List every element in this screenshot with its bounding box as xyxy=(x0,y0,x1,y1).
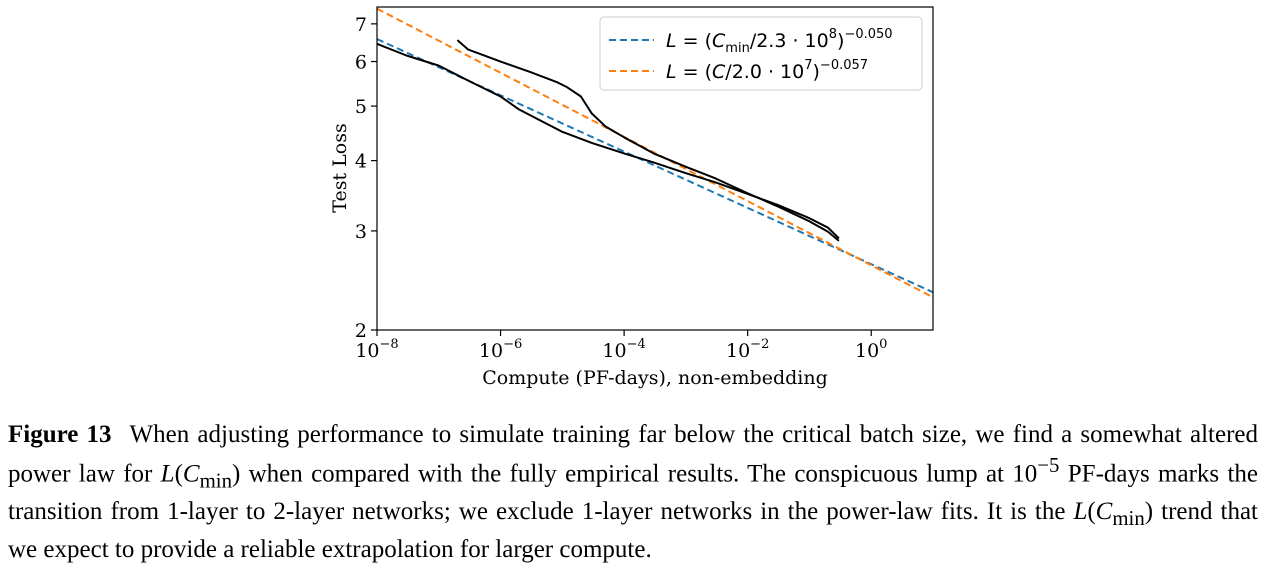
x-tick-label-2: 10−4 xyxy=(602,337,645,362)
figure-caption: Figure 13 When adjusting performance to s… xyxy=(8,419,1258,565)
empirical-curves xyxy=(377,39,840,242)
caption-text-2: when compared with the fully empirical r… xyxy=(240,460,1013,488)
y-tick-label-2: 4 xyxy=(355,151,367,173)
legend-box xyxy=(599,16,923,91)
caption-math-sub: min xyxy=(199,468,232,493)
y-axis-title: Test Loss xyxy=(329,123,351,212)
caption-lump-base: 10 xyxy=(1012,460,1038,488)
caption-text-4: trend that we expect to provide a reliab… xyxy=(8,498,1258,564)
caption-text-3: PF-days marks the transition from 1-laye… xyxy=(8,460,1258,526)
y-tick-label-4: 6 xyxy=(355,52,367,74)
caption-math-L-2: L xyxy=(1073,498,1088,526)
caption-math-paren-close-2: ) xyxy=(1144,498,1154,526)
y-tick-label-0: 2 xyxy=(355,320,367,342)
x-tick-label-3: 10−2 xyxy=(726,337,769,362)
loss-vs-compute-chart: 10−8 10−6 10−4 10−2 100 2 3 4 5 6 7 Compute (PF-d… xyxy=(329,6,934,389)
y-axis-ticks: 2 3 4 5 6 7 xyxy=(355,14,377,342)
caption-lump-exp: −5 xyxy=(1037,453,1060,477)
caption-math-C: C xyxy=(182,460,200,488)
legend-label-cmin-fit: L = (Cmin/2.3 · 108)−0.050 xyxy=(666,27,893,56)
x-axis-title: Compute (PF-days), non-embedding xyxy=(482,367,828,389)
caption-text-1: When adjusting performance to simulate t… xyxy=(8,421,1258,488)
x-axis-ticks: 10−8 10−6 10−4 10−2 100 xyxy=(355,330,887,362)
y-tick-label-5: 7 xyxy=(355,14,367,36)
x-tick-label-1: 10−6 xyxy=(479,337,522,362)
x-tick-label-0: 10−8 xyxy=(355,337,398,362)
caption-math-paren-close: ) xyxy=(231,460,241,488)
y-tick-label-1: 3 xyxy=(355,221,367,243)
caption-math-L: L xyxy=(160,460,175,488)
empirical-curve-0 xyxy=(377,42,840,240)
figure-label: Figure 13 xyxy=(8,421,112,448)
caption-math-paren-open: ( xyxy=(174,460,183,488)
caption-math-paren-open-2: ( xyxy=(1087,498,1096,526)
caption-math-sub-2: min xyxy=(1112,506,1145,531)
caption-math-C-2: C xyxy=(1095,498,1113,526)
empirical-curve-1 xyxy=(456,39,840,242)
plot-frame xyxy=(376,6,934,331)
legend-label-c-fit: L = (C/2.0 · 107)−0.057 xyxy=(666,58,868,83)
y-tick-label-3: 5 xyxy=(355,96,367,118)
legend: L = (Cmin/2.3 · 108)−0.050 L = (C/2.0 · … xyxy=(599,16,923,91)
x-tick-label-4: 100 xyxy=(855,337,887,362)
